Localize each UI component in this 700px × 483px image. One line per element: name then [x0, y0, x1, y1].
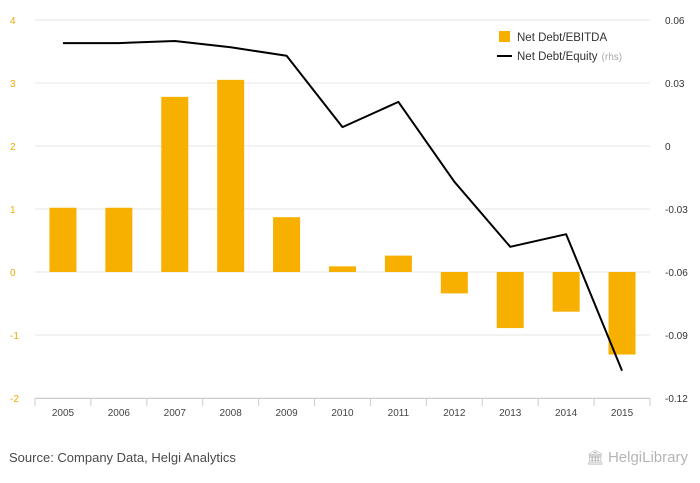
legend-label-bar: Net Debt/EBITDA — [517, 32, 607, 44]
bar — [384, 255, 412, 272]
helgi-library-logo[interactable]: 🏛 HelgiLibrary — [586, 449, 688, 466]
x-tick-label: 2011 — [388, 408, 410, 419]
library-building-icon: 🏛 — [586, 449, 604, 465]
legend: Net Debt/EBITDA Net Debt/Equity (rhs) — [497, 31, 622, 63]
x-tick-label: 2010 — [331, 408, 354, 419]
left-y-axis: 4 3 2 1 0 -1 -2 — [10, 16, 19, 405]
bar — [273, 217, 301, 272]
x-axis: 2005 2006 2007 2008 2009 2010 2011 2012 2013 2014… — [34, 398, 651, 419]
x-tick-label: 2015 — [611, 408, 634, 419]
right-tick-label: -0.03 — [665, 205, 688, 216]
right-tick-label: -0.09 — [665, 331, 688, 342]
right-tick-label: 0.03 — [665, 79, 685, 90]
x-tick-label: 2013 — [499, 408, 522, 419]
bar — [105, 207, 133, 272]
bar — [217, 79, 245, 272]
bar — [552, 272, 580, 312]
right-tick-label: 0 — [665, 142, 671, 153]
left-tick-label: -1 — [10, 331, 19, 342]
bar — [49, 207, 77, 272]
legend-label-line: Net Debt/Equity (rhs) — [517, 51, 622, 63]
line-path — [62, 40, 623, 372]
bar — [329, 266, 356, 272]
left-tick-label: 2 — [10, 142, 16, 153]
legend-swatch-bar — [499, 31, 510, 42]
right-y-axis: 0.06 0.03 0 -0.03 -0.06 -0.09 -0.12 — [665, 16, 688, 405]
right-tick-label: 0.06 — [665, 16, 685, 27]
left-tick-label: 3 — [10, 79, 16, 90]
x-tick-label: 2009 — [275, 408, 298, 419]
bar — [161, 96, 189, 272]
left-tick-label: 1 — [10, 205, 16, 216]
left-tick-label: -2 — [10, 394, 19, 405]
x-tick-label: 2006 — [108, 408, 131, 419]
x-tick-label: 2008 — [220, 408, 243, 419]
bar-series — [49, 79, 636, 355]
x-tick-label: 2007 — [164, 408, 187, 419]
combo-chart: 2005 2006 2007 2008 2009 2010 2011 2012 2013 2014… — [10, 16, 688, 419]
x-tick-label: 2012 — [443, 408, 466, 419]
x-tick-label: 2005 — [52, 408, 75, 419]
right-tick-label: -0.06 — [665, 268, 688, 279]
line-series — [62, 40, 623, 372]
bar — [496, 272, 524, 329]
logo-text: HelgiLibrary — [607, 449, 688, 466]
source-note: Source: Company Data, Helgi Analytics — [9, 450, 236, 465]
left-tick-label: 4 — [10, 16, 16, 27]
bar — [440, 272, 468, 294]
right-tick-label: -0.12 — [665, 394, 688, 405]
bar — [608, 272, 636, 355]
left-tick-label: 0 — [10, 268, 16, 279]
x-tick-label: 2014 — [555, 408, 578, 419]
